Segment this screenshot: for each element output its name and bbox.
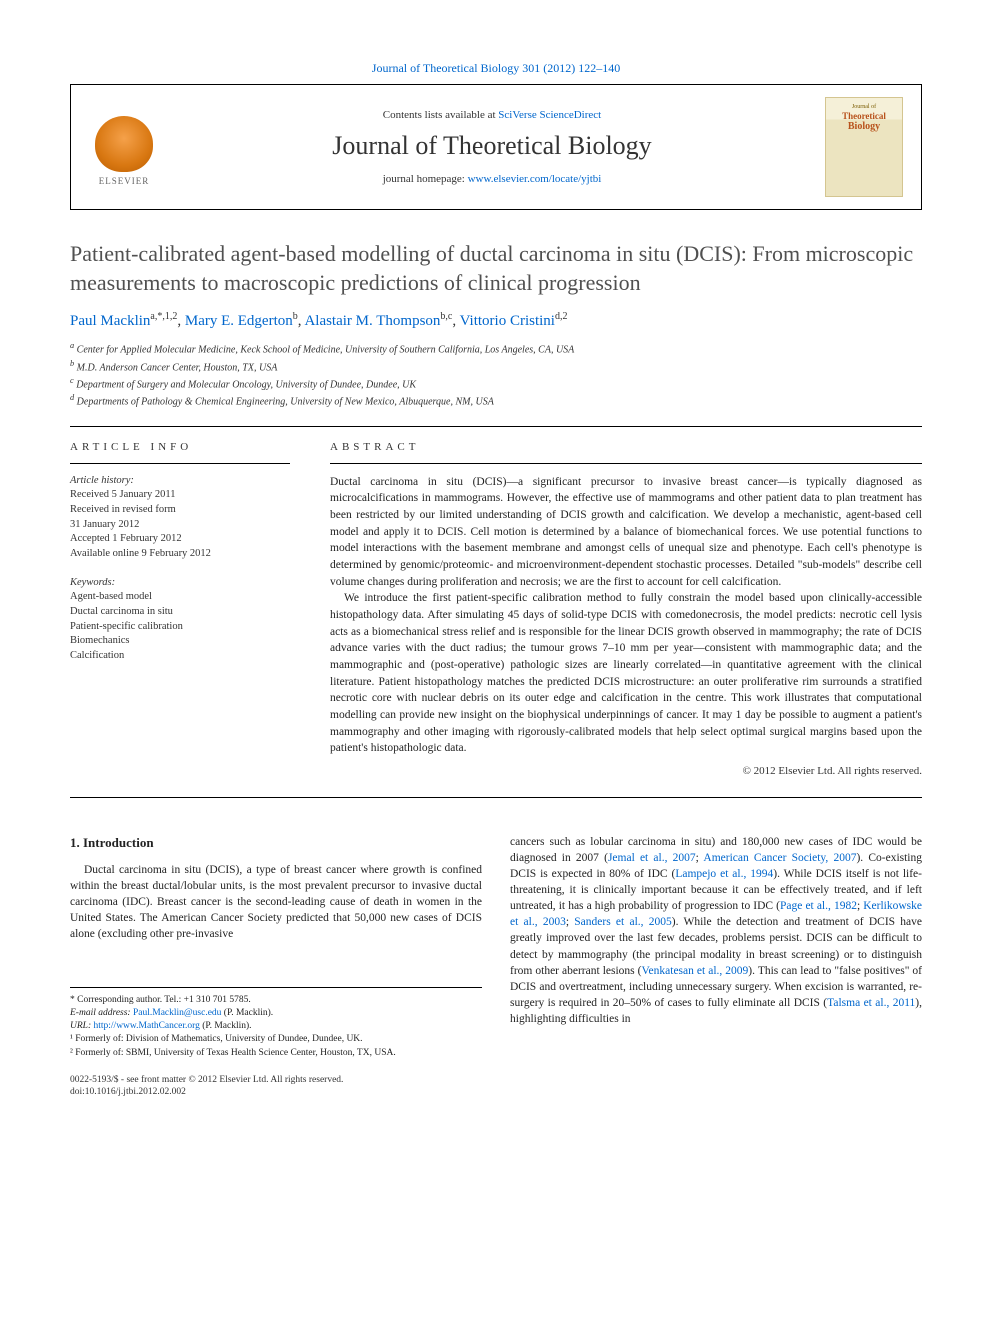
history-online: Available online 9 February 2012 [70,547,290,562]
sciencedirect-link[interactable]: SciVerse ScienceDirect [498,109,601,121]
journal-header: ELSEVIER Contents lists available at Sci… [70,84,922,210]
footnotes-block: * Corresponding author. Tel.: +1 310 701… [70,987,482,1060]
ref-lampejo-1994[interactable]: Lampejo et al., 1994 [675,868,773,880]
cover-line-1: Journal of [826,104,902,110]
bottom-meta: 0022-5193/$ - see front matter © 2012 El… [70,1074,482,1099]
ref-venkatesan-2009[interactable]: Venkatesan et al., 2009 [642,965,749,977]
top-citation-link[interactable]: Journal of Theoretical Biology 301 (2012… [372,61,620,75]
ref-talsma-2011[interactable]: Talsma et al., 2011 [827,997,915,1009]
article-info-head: ARTICLE INFO [70,441,290,453]
history-label: Article history: [70,474,290,489]
affiliation-d: d Departments of Pathology & Chemical En… [70,392,922,409]
history-revised-2: 31 January 2012 [70,518,290,533]
rule-info [70,463,290,464]
affiliation-a: a Center for Applied Molecular Medicine,… [70,340,922,357]
affiliation-b: b M.D. Anderson Cancer Center, Houston, … [70,358,922,375]
intro-col2-text: cancers such as lobular carcinoma in sit… [510,834,922,1027]
elsevier-label: ELSEVIER [99,176,150,186]
journal-name: Journal of Theoretical Biology [179,131,805,161]
footnote-1: ¹ Formerly of: Division of Mathematics, … [70,1033,482,1046]
author-4-sup: d,2 [555,311,568,322]
author-2-sup: b [293,311,298,322]
abstract-p1: Ductal carcinoma in situ (DCIS)—a signif… [330,474,922,591]
author-1-sup: a,*,1,2 [150,311,177,322]
keyword-3: Patient-specific calibration [70,620,290,635]
abstract-copyright: © 2012 Elsevier Ltd. All rights reserved… [330,765,922,777]
contents-prefix: Contents lists available at [383,109,498,121]
homepage-prefix: journal homepage: [383,173,468,185]
affiliations: a Center for Applied Molecular Medicine,… [70,340,922,409]
doi-line: doi:10.1016/j.jtbi.2012.02.002 [70,1086,482,1098]
footnote-url: URL: http://www.MathCancer.org (P. Mackl… [70,1020,482,1033]
ref-sanders-2005[interactable]: Sanders et al., 2005 [574,916,671,928]
rule-abstract [330,463,922,464]
abstract-p2: We introduce the first patient-specific … [330,590,922,757]
keyword-4: Biomechanics [70,634,290,649]
history-received: Received 5 January 2011 [70,488,290,503]
author-1[interactable]: Paul Macklin [70,313,150,329]
abstract-block: ABSTRACT Ductal carcinoma in situ (DCIS)… [330,441,922,777]
abstract-head: ABSTRACT [330,441,922,453]
top-citation: Journal of Theoretical Biology 301 (2012… [70,60,922,76]
article-title: Patient-calibrated agent-based modelling… [70,240,922,297]
footnote-corr: * Corresponding author. Tel.: +1 310 701… [70,994,482,1007]
author-3-sup: b,c [440,311,452,322]
corr-email-link[interactable]: Paul.Macklin@usc.edu [133,1008,221,1018]
journal-cover-thumbnail: Journal of Theoretical Biology [825,97,903,197]
homepage-link[interactable]: www.elsevier.com/locate/yjtbi [468,173,602,185]
intro-heading: 1. Introduction [70,834,482,852]
ref-acs-2007[interactable]: American Cancer Society, 2007 [703,852,856,864]
affiliation-c: c Department of Surgery and Molecular On… [70,375,922,392]
footnote-email: E-mail address: Paul.Macklin@usc.edu (P.… [70,1007,482,1020]
history-accepted: Accepted 1 February 2012 [70,532,290,547]
author-2[interactable]: Mary E. Edgerton [185,313,293,329]
author-3[interactable]: Alastair M. Thompson [304,313,440,329]
keyword-1: Agent-based model [70,590,290,605]
corr-url-link[interactable]: http://www.MathCancer.org [94,1021,200,1031]
rule-top [70,426,922,427]
front-matter-line: 0022-5193/$ - see front matter © 2012 El… [70,1074,482,1086]
elsevier-tree-icon [95,116,153,172]
ref-page-1982[interactable]: Page et al., 1982 [780,900,857,912]
keyword-2: Ductal carcinoma in situ [70,605,290,620]
keyword-5: Calcification [70,649,290,664]
body-col-right: cancers such as lobular carcinoma in sit… [510,834,922,1099]
rule-bottom [70,797,922,798]
homepage-line: journal homepage: www.elsevier.com/locat… [179,173,805,185]
cover-line-2: Theoretical [826,111,902,121]
intro-col1-text: Ductal carcinoma in situ (DCIS), a type … [70,862,482,942]
article-info-block: ARTICLE INFO Article history: Received 5… [70,441,290,777]
author-4[interactable]: Vittorio Cristini [460,313,555,329]
keywords-label: Keywords: [70,576,290,591]
contents-line: Contents lists available at SciVerse Sci… [179,109,805,121]
authors-line: Paul Macklina,*,1,2, Mary E. Edgertonb, … [70,311,922,330]
cover-line-3: Biology [826,121,902,132]
history-revised-1: Received in revised form [70,503,290,518]
ref-jemal-2007[interactable]: Jemal et al., 2007 [608,852,696,864]
footnote-2: ² Formerly of: SBMI, University of Texas… [70,1047,482,1060]
body-col-left: 1. Introduction Ductal carcinoma in situ… [70,834,482,1099]
elsevier-logo: ELSEVIER [89,108,159,186]
